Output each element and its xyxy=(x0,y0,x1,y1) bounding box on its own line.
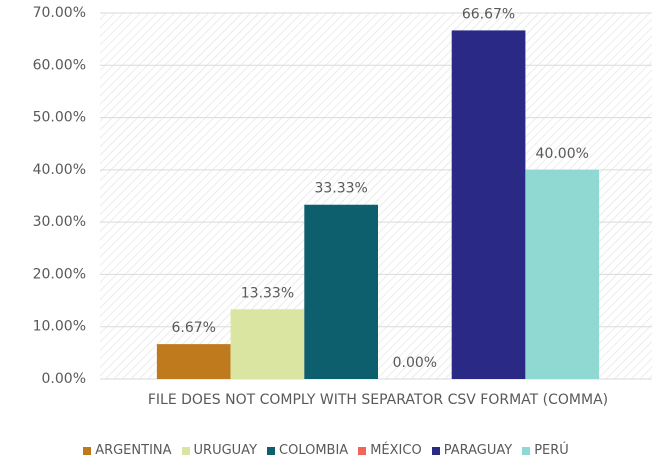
bar xyxy=(230,309,305,379)
legend-label: COLOMBIA xyxy=(279,443,349,458)
data-label: 0.00% xyxy=(393,355,437,371)
legend-swatch xyxy=(267,446,276,455)
y-tick-label: 40.00% xyxy=(33,162,86,178)
data-label: 66.67% xyxy=(462,6,515,22)
y-tick-label: 70.00% xyxy=(33,5,86,21)
bar xyxy=(156,344,231,379)
data-label: 13.33% xyxy=(241,285,294,301)
y-tick-label: 60.00% xyxy=(33,57,86,73)
legend: ARGENTINA URUGUAY COLOMBIA MÉXICO PARAGUAY PE… xyxy=(0,443,652,458)
legend-label: URUGUAY xyxy=(193,443,258,458)
data-label: 33.33% xyxy=(314,181,367,197)
y-tick-label: 0.00% xyxy=(42,371,86,387)
legend-swatch xyxy=(358,446,367,455)
y-tick-label: 50.00% xyxy=(33,110,86,126)
legend-item: PERÚ xyxy=(522,443,569,458)
y-tick-label: 10.00% xyxy=(33,319,86,335)
legend-item: COLOMBIA xyxy=(267,443,348,458)
x-category-label: FILE DOES NOT COMPLY WITH SEPARATOR CSV … xyxy=(147,392,609,408)
legend-item: URUGUAY xyxy=(181,443,258,458)
y-tick-label: 20.00% xyxy=(33,266,86,282)
data-label: 6.67% xyxy=(172,320,216,336)
legend-label: ARGENTINA xyxy=(95,443,172,458)
chart: 0.00% 10.00% 20.00% 30.00% 40.00% 50.00% 60.00… xyxy=(33,5,652,387)
legend-item: ARGENTINA xyxy=(83,443,172,458)
legend-swatch xyxy=(431,446,440,455)
data-label: 40.00% xyxy=(536,146,589,162)
legend-swatch xyxy=(83,446,92,455)
legend-swatch xyxy=(522,446,531,455)
legend-item: PARAGUAY xyxy=(431,443,513,458)
bar xyxy=(451,30,526,380)
legend-label: MÉXICO xyxy=(370,443,422,458)
legend-label: PERÚ xyxy=(534,443,569,458)
y-tick-label: 30.00% xyxy=(33,214,86,230)
bar xyxy=(304,204,378,379)
legend-item: MÉXICO xyxy=(358,443,422,458)
legend-swatch xyxy=(181,446,190,455)
legend-label: PARAGUAY xyxy=(443,443,513,458)
bar xyxy=(525,169,600,379)
